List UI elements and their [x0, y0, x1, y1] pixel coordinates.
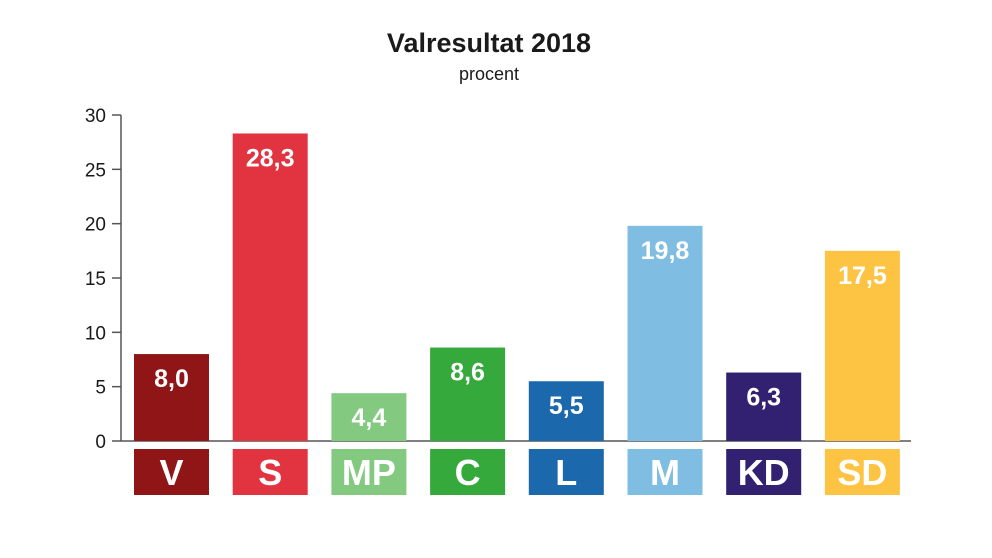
y-tick-label: 15 [85, 269, 106, 290]
y-tick-label: 10 [85, 323, 106, 344]
bar-m [627, 225, 703, 441]
category-box [331, 449, 407, 495]
value-label: 4,4 [352, 404, 387, 432]
y-tick-label: 0 [95, 432, 106, 453]
category-label: SD [837, 452, 887, 493]
category-box [627, 449, 703, 495]
category-box [134, 449, 209, 495]
category-box [232, 449, 308, 495]
category-label: M [650, 452, 680, 493]
category-label: MP [342, 452, 396, 493]
category-label: KD [738, 452, 790, 493]
bar-c [430, 347, 506, 441]
chart-subtitle: procent [459, 64, 519, 84]
y-tick-label: 30 [85, 106, 106, 127]
y-tick-label: 5 [95, 378, 106, 399]
value-label: 5,5 [549, 392, 584, 420]
category-box [430, 449, 506, 495]
category-label: V [159, 452, 183, 493]
category-box [528, 449, 604, 495]
value-label: 17,5 [838, 262, 887, 290]
value-label: 8,0 [154, 365, 189, 393]
category-label: S [258, 452, 282, 493]
value-label: 19,8 [641, 237, 690, 265]
category-label: L [555, 452, 577, 493]
y-tick-label: 20 [85, 215, 106, 236]
bar-mp [331, 393, 407, 441]
bar-sd [824, 250, 900, 441]
value-label: 8,6 [450, 359, 485, 387]
bar-v [134, 354, 209, 441]
chart-title: Valresultat 2018 [387, 28, 591, 58]
bar-s [232, 133, 308, 441]
category-box [726, 449, 802, 495]
bar-l [528, 381, 604, 441]
category-box [824, 449, 900, 495]
category-label: C [455, 452, 481, 493]
value-label: 28,3 [246, 144, 295, 172]
value-label: 6,3 [746, 384, 781, 412]
y-tick-label: 25 [85, 160, 106, 181]
bars: 8,0 V 28,3 S 4,4 MP 8,6 C 5,5 L 19,8 M 6,3 KD 17,5 SD [134, 133, 900, 495]
bar-kd [726, 372, 802, 441]
